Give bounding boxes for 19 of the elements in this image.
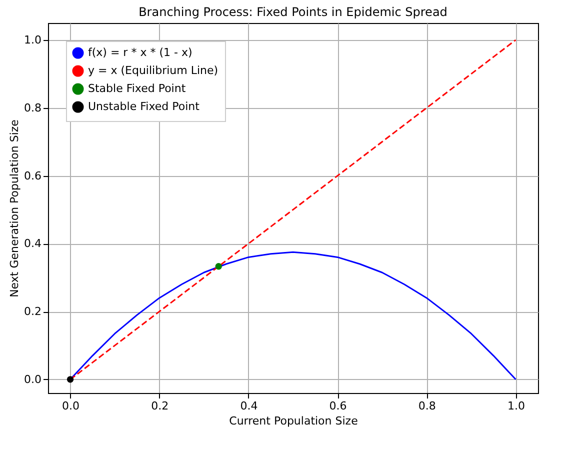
y-tick-label: 0.0 [24, 372, 42, 386]
legend-label: Unstable Fixed Point [88, 100, 200, 113]
y-tick-label: 0.2 [24, 305, 42, 318]
x-tick-label: 0.2 [151, 400, 169, 412]
y-tick-label: 0.4 [24, 237, 42, 250]
y-tick-label: 0.6 [24, 169, 42, 182]
legend-label: Stable Fixed Point [88, 82, 186, 95]
y-tick-label: 0.8 [24, 101, 42, 114]
x-tick-label: 1.0 [507, 400, 525, 412]
x-axis-title: Current Population Size [229, 414, 358, 428]
legend-label: f(x) = r * x * (1 - x) [88, 46, 192, 59]
x-tick-label: 0.6 [329, 400, 347, 412]
chart-title: Branching Process: Fixed Points in Epidemic Spread [138, 5, 448, 19]
x-tick-label: 0.8 [418, 400, 436, 412]
y-axis-title: Next Generation Population Size [8, 119, 22, 298]
x-tick-label: 0.0 [62, 400, 80, 412]
y-tick-label: 1.0 [24, 33, 42, 46]
legend-label: y = x (Equilibrium Line) [88, 64, 218, 77]
x-tick-label: 0.4 [240, 400, 258, 412]
